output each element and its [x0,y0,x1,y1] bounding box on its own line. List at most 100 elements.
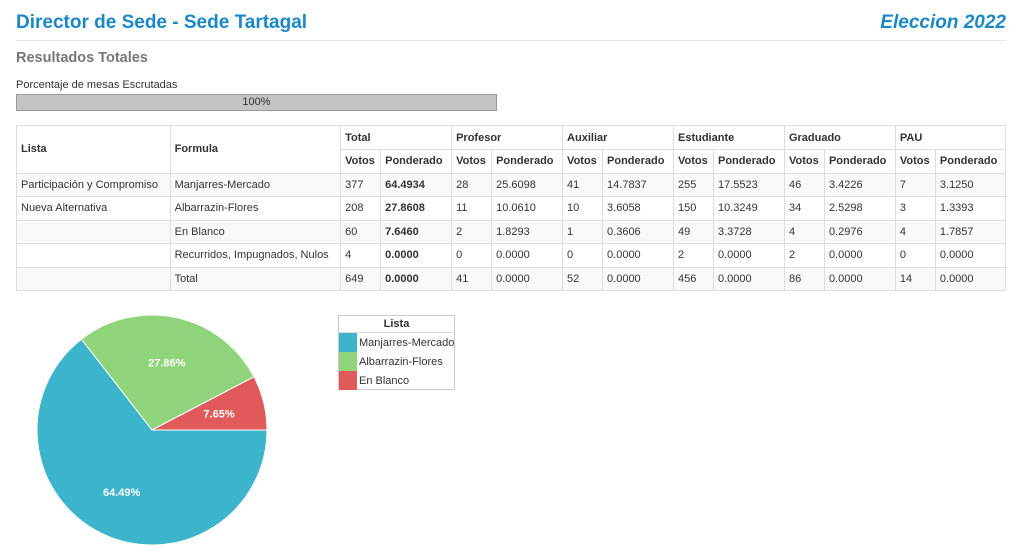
cell-ponderado: 0.0000 [602,243,674,268]
progress-bar: 100% [16,94,497,111]
cell-votos: 3 [894,196,936,221]
table-row: Nueva Alternativa Albarrazin-Flores 208 27.… [16,196,1007,221]
legend-swatch [339,333,357,352]
progress-text: 100% [242,96,271,108]
cell-votos: 4 [340,243,382,268]
legend-label: En Blanco [359,374,410,387]
cell-ponderado: 0.0000 [491,243,564,268]
page-header: Director de Sede - Sede Tartagal Eleccio… [16,10,1006,41]
cell-ponderado: 2.5298 [823,196,896,221]
cell-ponderado: 3.1250 [934,172,1007,197]
legend-title: Lista [339,316,454,333]
cell-ponderado: 3.4226 [823,172,896,197]
table-row: Participación y Compromiso Manjarres-Merc… [16,172,1007,197]
pie-slice-label: 27.86% [148,358,186,370]
cell-ponderado: 1.3393 [934,196,1007,221]
cell-formula: Manjarres-Mercado [169,172,342,197]
subheader-votos: Votos [340,149,382,174]
subheader-ponderado: Ponderado [491,149,564,174]
cell-votos: 0 [451,243,493,268]
subheader-ponderado: Ponderado [380,149,453,174]
cell-ponderado: 0.0000 [602,266,674,291]
cell-lista [16,266,171,291]
header-profesor: Profesor [451,125,564,150]
cell-votos: 377 [340,172,382,197]
pie-slice-label: 64.49% [103,487,141,499]
cell-lista: Nueva Alternativa [16,196,171,221]
cell-ponderado: 3.3728 [712,219,785,244]
subheader-ponderado: Ponderado [934,149,1007,174]
subheader-ponderado: Ponderado [823,149,896,174]
table-row: Recurridos, Impugnados, Nulos 4 0.0000 0 0.0… [16,243,1007,268]
header-formula: Formula [169,125,342,174]
cell-ponderado: 0.0000 [380,243,453,268]
cell-ponderado: 1.8293 [491,219,564,244]
election-title: Eleccion 2022 [880,12,1006,33]
cell-ponderado: 0.0000 [823,243,896,268]
cell-votos: 1 [562,219,604,244]
cell-ponderado: 25.6098 [491,172,564,197]
cell-votos: 255 [673,172,714,197]
header-total: Total [340,125,453,150]
pie-slice [36,338,268,546]
cell-votos: 2 [451,219,493,244]
legend-item: Manjarres-Mercado [339,333,454,352]
table-row: Total 649 0.0000 41 0.0000 52 0.0000 456 0.0000 8… [16,266,1007,291]
cell-votos: 86 [783,266,825,291]
header-estudiante: Estudiante [673,125,785,150]
subheader-votos: Votos [451,149,493,174]
cell-ponderado: 0.0000 [823,266,896,291]
cell-votos: 60 [340,219,382,244]
cell-ponderado: 1.7857 [934,219,1007,244]
cell-ponderado: 17.5523 [712,172,785,197]
cell-votos: 208 [340,196,382,221]
subheader-votos: Votos [562,149,604,174]
table-row: En Blanco 60 7.6460 2 1.8293 1 0.3606 49 3.3728 4… [16,219,1007,244]
legend-swatch [339,352,357,371]
cell-votos: 2 [673,243,714,268]
cell-votos: 649 [340,266,382,291]
cell-ponderado: 27.8608 [380,196,453,221]
cell-ponderado: 10.3249 [712,196,785,221]
chart-legend: Lista Manjarres-Mercado Albarrazin-Flores… [338,315,455,390]
cell-formula: Albarrazin-Flores [169,196,342,221]
cell-votos: 41 [451,266,493,291]
progress-label: Porcentaje de mesas Escrutadas [16,79,178,91]
header-lista: Lista [16,125,171,174]
cell-ponderado: 64.4934 [380,172,453,197]
cell-votos: 34 [783,196,825,221]
cell-votos: 14 [894,266,936,291]
cell-votos: 2 [783,243,825,268]
cell-ponderado: 3.6058 [602,196,674,221]
cell-votos: 41 [562,172,604,197]
legend-label: Manjarres-Mercado [359,336,455,349]
cell-ponderado: 0.0000 [712,266,785,291]
cell-votos: 4 [783,219,825,244]
cell-ponderado: 0.3606 [602,219,674,244]
cell-lista: Participación y Compromiso [16,172,171,197]
cell-ponderado: 0.0000 [712,243,785,268]
cell-votos: 4 [894,219,936,244]
pie-slice-label: 7.65% [203,409,234,421]
pie-slice [80,314,255,431]
cell-formula: Recurridos, Impugnados, Nulos [169,243,342,268]
cell-ponderado: 10.0610 [491,196,564,221]
progress-fill [17,95,496,110]
subheader-ponderado: Ponderado [712,149,785,174]
cell-votos: 7 [894,172,936,197]
cell-lista [16,219,171,244]
subheader-votos: Votos [673,149,714,174]
header-auxiliar: Auxiliar [562,125,674,150]
section-title: Resultados Totales [16,50,148,66]
page-title: Director de Sede - Sede Tartagal [16,12,308,33]
cell-ponderado: 7.6460 [380,219,453,244]
subheader-votos: Votos [894,149,936,174]
results-table: Lista Formula Total Profesor Auxiliar Es… [16,125,1007,291]
legend-label: Albarrazin-Flores [359,355,443,368]
cell-votos: 150 [673,196,714,221]
cell-votos: 0 [562,243,604,268]
legend-swatch [339,371,357,390]
subheader-votos: Votos [783,149,825,174]
results-pie-chart: 64.49% 27.86% 7.65% [36,314,268,546]
cell-formula: En Blanco [169,219,342,244]
